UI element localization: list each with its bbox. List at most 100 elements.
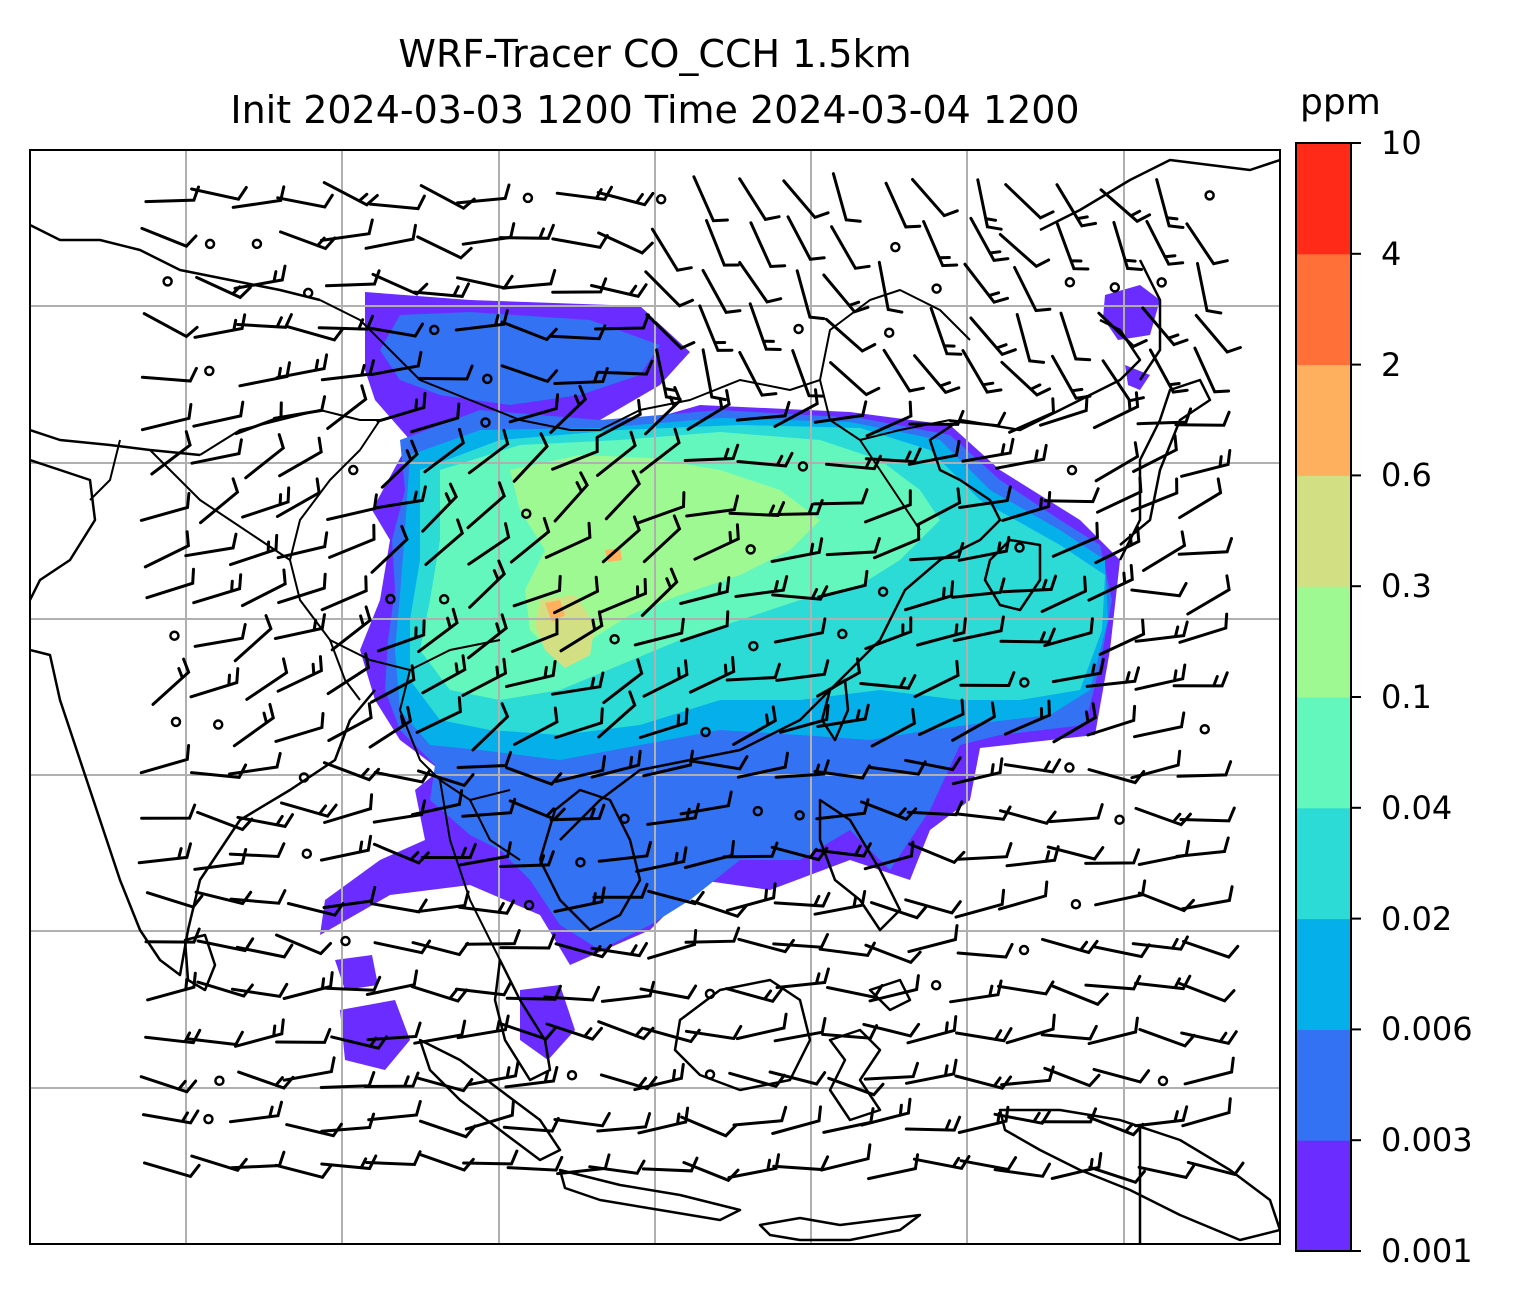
wind-barb [1175,836,1230,858]
wind-barb [596,430,637,477]
wind-barb [906,1015,958,1045]
calm-marker [1114,814,1125,825]
wind-barb [276,531,329,560]
colorbar-tick-label: 0.3 [1381,567,1432,606]
calm-marker [609,633,620,645]
wind-barb [959,671,1016,688]
wind-barb [417,607,459,654]
wind-barb [735,1012,788,1041]
indochina-coastline [538,788,642,932]
colorbar-segment [1296,1029,1351,1141]
wind-barb [1040,1024,1098,1041]
wind-barb [236,313,293,329]
wind-barb [1137,1164,1196,1180]
wind-barb [1181,1097,1232,1128]
wind-barb [813,400,868,424]
wind-barb [457,899,516,915]
wind-barb [498,223,555,240]
wind-barb [639,984,698,1000]
wind-barb [369,350,423,377]
wind-barb [590,283,648,298]
wind-barb [1174,410,1231,427]
wind-barb [692,175,729,223]
wind-barb [830,225,871,270]
calm-marker [575,857,586,868]
wind-barb [771,585,829,601]
wind-barb [323,793,374,824]
calm-marker [521,508,532,519]
calm-marker [930,979,942,991]
wind-barb [376,619,426,653]
wind-barb [1003,758,1062,774]
calm-marker [298,772,310,783]
wind-barb [693,523,740,561]
wind-barb [373,485,427,510]
wind-barb [1178,612,1229,644]
wind-barb [1179,806,1236,823]
wind-barb [411,941,470,957]
wind-barb [1172,671,1229,688]
wind-barb [320,1154,378,1171]
wind-barb [140,226,198,248]
wind-barb [143,530,190,569]
colorbar-tick-label: 0.04 [1381,788,1453,827]
wind-barb [1092,1067,1151,1084]
wind-barb [1176,760,1233,778]
wind-barb [869,760,927,776]
wind-barb [773,617,827,644]
wind-barb [1039,395,1089,427]
wind-barb [772,933,829,949]
india-coastline [30,648,376,977]
wind-barb [276,193,334,209]
wind-barb [1086,704,1137,737]
wind-barb [411,789,464,817]
wind-barb [512,574,562,608]
central-asia-coast [30,223,321,302]
china-coastline [559,318,1142,841]
wind-barb [1094,525,1141,565]
wind-barb [415,696,462,734]
wind-barb [192,573,243,605]
wind-barb [196,980,254,998]
wind-barb [884,181,922,229]
wind-barb [1043,487,1100,504]
wind-barb [955,1027,1013,1043]
wind-barb [1148,348,1189,394]
wind-barb [773,1017,827,1043]
wind-barb [732,1105,788,1127]
wind-barb [1084,974,1142,991]
wind-barb [911,178,959,218]
wind-barb [1055,183,1098,228]
wind-barb [549,803,606,822]
wind-barb [186,1030,244,1047]
calm-marker [1204,190,1215,201]
wind-barb [860,1097,912,1127]
colorbar-tick-label: 0.006 [1381,1010,1473,1049]
wind-barb [831,172,862,223]
wind-barb [732,705,777,746]
map-panel [30,150,1280,1244]
wind-barb [773,388,819,428]
wind-barb [825,537,881,557]
wind-barb [505,660,557,688]
wind-barb [952,615,1005,643]
wind-barb [904,1115,962,1132]
wind-barb [276,655,323,693]
wind-barb [500,320,558,342]
wind-barb [326,652,371,696]
wind-barb [929,306,963,356]
colorbar-segment [1296,143,1351,255]
wind-barb [140,803,197,820]
wind-barb [1087,1016,1139,1046]
wind-barb [724,987,783,1004]
wind-barb [813,890,867,916]
wind-barb [705,219,740,267]
wind-barb [1005,1013,1056,1045]
wind-barb [190,438,243,465]
wind-barb [146,971,197,1002]
wind-barb [1180,449,1232,478]
wind-barb [1003,699,1051,736]
wind-barb [233,264,287,290]
wind-barb [870,901,928,920]
wind-barb [1178,477,1223,520]
